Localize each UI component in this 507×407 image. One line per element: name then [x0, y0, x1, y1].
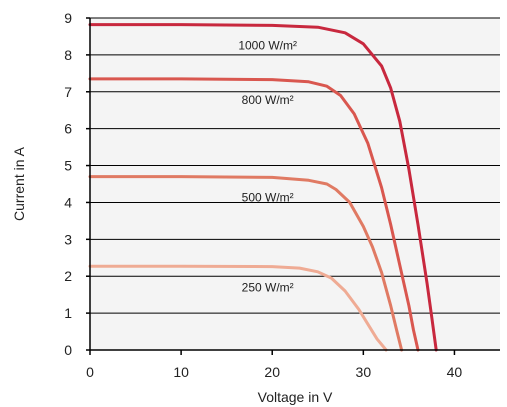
- series-label-3: 250 W/m²: [242, 280, 294, 294]
- series-label-0: 1000 W/m²: [238, 39, 297, 53]
- tick-labels: 0 1 2 3 4 5 6 7 8 9 0 10 20 30 40: [64, 10, 462, 380]
- series-group: [88, 23, 438, 352]
- x-tick-label: 20: [264, 364, 280, 380]
- x-tick-label: 30: [356, 364, 372, 380]
- x-tick-label: 40: [447, 364, 463, 380]
- y-tick-label: 4: [64, 194, 72, 210]
- y-tick-label: 8: [64, 47, 72, 63]
- series-line-2: [88, 175, 404, 352]
- axes: [86, 17, 500, 355]
- series-labels: 1000 W/m² 800 W/m² 500 W/m² 250 W/m²: [238, 39, 297, 295]
- y-axis-label: Current in A: [11, 146, 27, 221]
- y-tick-label: 0: [64, 342, 72, 358]
- series-line-1: [88, 77, 420, 352]
- series-label-2: 500 W/m²: [242, 191, 294, 205]
- series-line-0: [88, 23, 438, 352]
- gridlines: [90, 17, 500, 351]
- y-tick-label: 1: [64, 305, 72, 321]
- y-tick-label: 5: [64, 158, 72, 174]
- y-tick-label: 9: [64, 10, 72, 26]
- y-tick-label: 7: [64, 84, 72, 100]
- series-label-1: 800 W/m²: [242, 93, 294, 107]
- y-tick-label: 3: [64, 231, 72, 247]
- series-line-3: [88, 264, 388, 352]
- x-tick-label: 10: [173, 364, 189, 380]
- x-tick-label: 0: [86, 364, 94, 380]
- y-tick-label: 6: [64, 121, 72, 137]
- plot-area: [90, 18, 500, 350]
- x-axis-label: Voltage in V: [258, 389, 333, 405]
- y-tick-label: 2: [64, 268, 72, 284]
